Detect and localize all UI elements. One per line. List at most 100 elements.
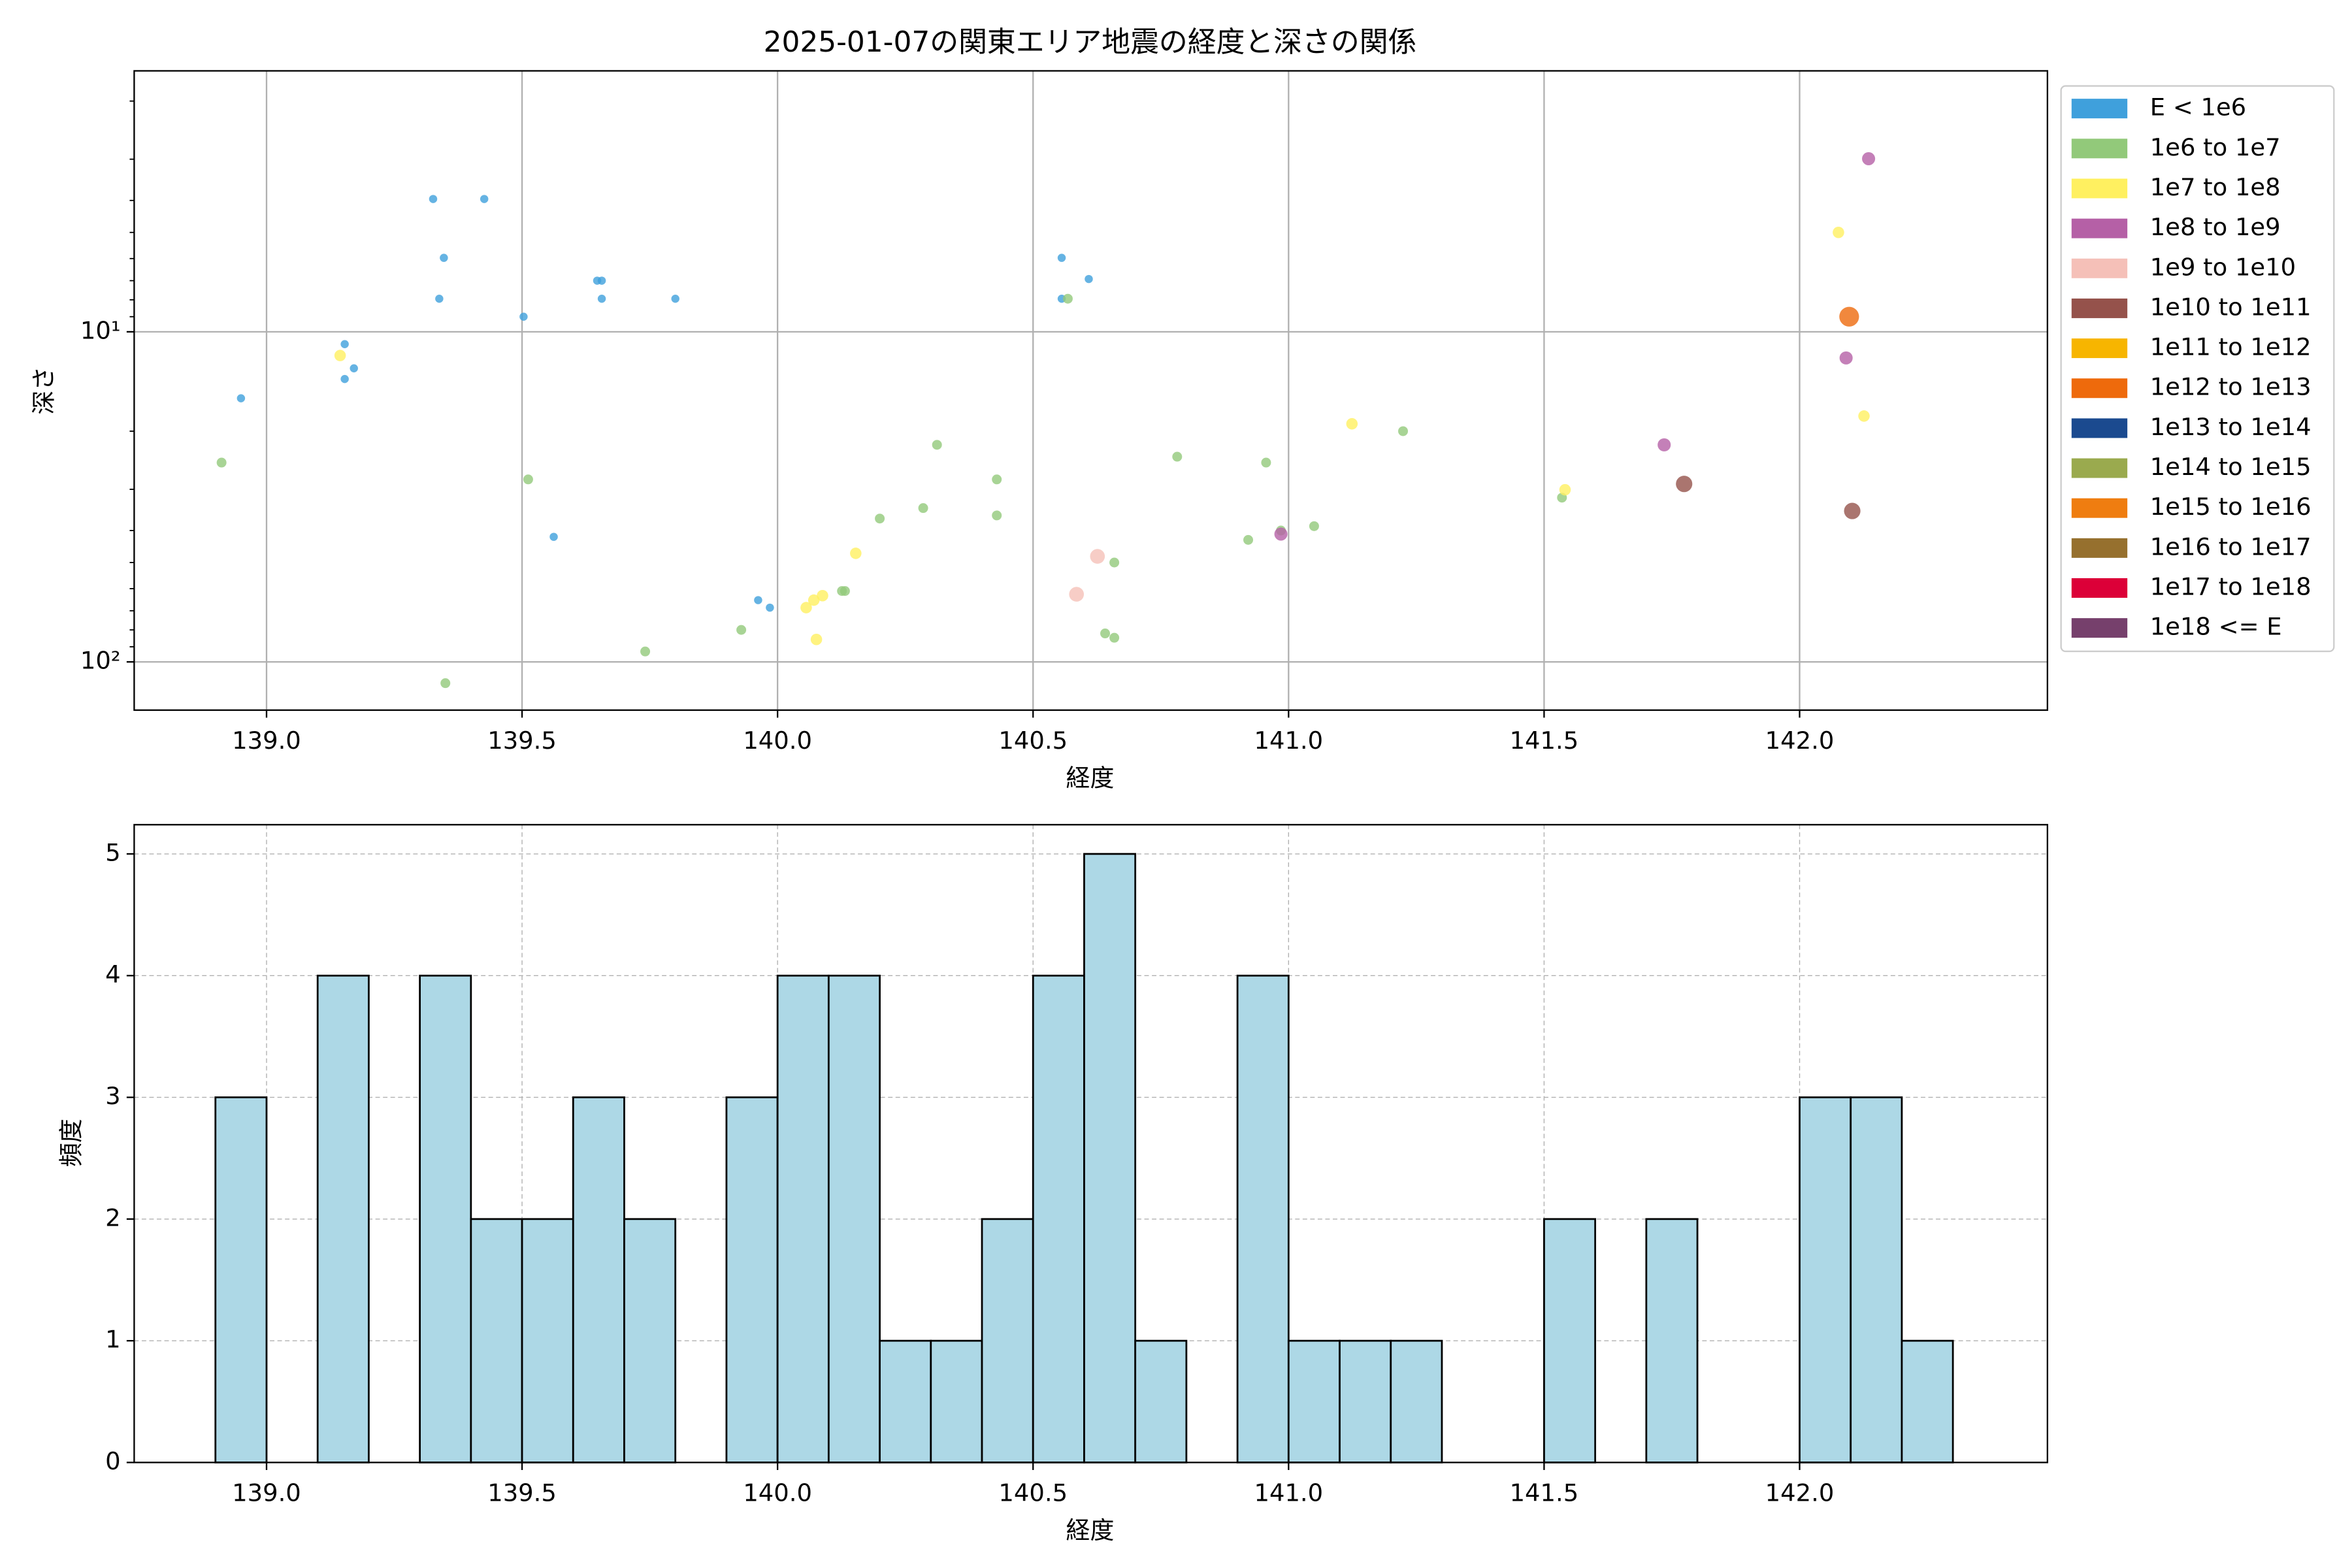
y-tick-label: 4 (105, 960, 120, 988)
legend-patch (2071, 298, 2128, 318)
x-tick-label: 139.5 (487, 727, 557, 755)
scatter-point (932, 440, 942, 450)
legend-patch (2071, 218, 2128, 238)
legend-patch (2071, 338, 2128, 359)
scatter-point (1243, 534, 1254, 545)
y-tick-label: 2 (105, 1203, 120, 1232)
histogram-bar (419, 974, 472, 1463)
scatter-point (736, 625, 747, 635)
scatter-point (340, 340, 349, 348)
scatter-point (549, 532, 558, 541)
scatter-point (918, 503, 928, 514)
histogram-bar (827, 974, 881, 1463)
scatter-point (340, 374, 349, 384)
legend-label: 1e8 to 1e9 (2150, 213, 2281, 241)
scatter-point (1109, 557, 1120, 568)
scatter-point (1100, 629, 1111, 639)
histogram-bar (1287, 1339, 1341, 1463)
x-tick-label: 142.0 (1765, 1478, 1835, 1507)
scatter-point (1862, 152, 1876, 165)
legend-label: 1e10 to 1e11 (2150, 293, 2311, 321)
scatter-point (840, 586, 850, 596)
scatter-point (1833, 226, 1844, 238)
legend-patch (2071, 378, 2128, 399)
scatter-point (1398, 426, 1409, 436)
histogram-bar (1390, 1339, 1443, 1463)
legend-label: E < 1e6 (2150, 93, 2246, 122)
scatter-point (671, 295, 679, 303)
legend-patch (2071, 578, 2128, 598)
x-tick-label: 141.5 (1510, 1478, 1579, 1507)
histogram-bar (214, 1096, 268, 1463)
scatter-point (1261, 457, 1271, 468)
legend-label: 1e7 to 1e8 (2150, 173, 2281, 201)
x-axis-label: 経度 (1066, 1516, 1115, 1544)
scatter-point (480, 195, 489, 203)
histogram-bar (521, 1218, 574, 1463)
legend-patch (2071, 458, 2128, 478)
x-axis-label: 経度 (1066, 764, 1115, 792)
legend-patch (2071, 258, 2128, 278)
y-tick-label: 10² (80, 647, 121, 675)
scatter-point (1109, 632, 1120, 643)
scatter-point (1057, 253, 1066, 262)
histogram-bar (776, 974, 830, 1463)
scatter-point (1559, 483, 1571, 496)
scatter-point (1658, 438, 1671, 451)
y-axis-label: 深さ (30, 367, 58, 415)
scatter-point (597, 276, 606, 285)
y-tick-label: 3 (105, 1082, 120, 1110)
scatter-point (817, 589, 828, 602)
scatter-point (1839, 351, 1853, 365)
histogram-bar (981, 1218, 1034, 1463)
histogram-bar (623, 1218, 677, 1463)
legend-patch (2071, 99, 2128, 119)
scatter-point (1172, 451, 1183, 462)
legend-label: 1e16 to 1e17 (2150, 532, 2311, 561)
legend-patch (2071, 139, 2128, 159)
scatter-point (1839, 306, 1859, 327)
scatter-point (1676, 476, 1693, 493)
histogram-bar (1236, 974, 1290, 1463)
histogram-bar (470, 1218, 523, 1463)
axes-frame (133, 824, 2048, 1463)
y-axis-label: 頻度 (57, 1119, 85, 1167)
x-tick-label: 140.5 (998, 1478, 1068, 1507)
scatter-point (808, 594, 820, 606)
legend-label: 1e11 to 1e12 (2150, 333, 2311, 361)
chart-title: 2025-01-07の関東エリア地震の経度と深さの関係 (764, 25, 1417, 59)
histogram-bar (572, 1096, 625, 1463)
histogram-bar (1032, 974, 1085, 1463)
histogram-bar (879, 1339, 932, 1463)
scatter-point (440, 253, 448, 262)
legend-label: 1e13 to 1e14 (2150, 413, 2311, 441)
legend-label: 1e15 to 1e16 (2150, 493, 2311, 521)
x-tick-label: 142.0 (1765, 727, 1835, 755)
legend-box (2060, 85, 2335, 653)
scatter-point (216, 457, 227, 468)
x-tick-label: 140.5 (998, 727, 1068, 755)
x-tick-label: 140.0 (743, 727, 812, 755)
scatter-point (1062, 293, 1073, 304)
histogram-bar (316, 974, 370, 1463)
legend-label: 1e17 to 1e18 (2150, 573, 2311, 601)
x-tick-label: 139.0 (232, 1478, 301, 1507)
scatter-point (1844, 502, 1861, 519)
histogram-bar (1645, 1218, 1699, 1463)
x-tick-label: 139.0 (232, 727, 301, 755)
histogram-bar (1901, 1339, 1954, 1463)
histogram-bar (1799, 1096, 1852, 1463)
legend-patch (2071, 178, 2128, 199)
scatter-point (334, 350, 346, 361)
scatter-point (766, 603, 774, 612)
scatter-point (992, 510, 1002, 521)
legend-patch (2071, 618, 2128, 638)
histogram-bar (1083, 853, 1137, 1463)
scatter-point (597, 295, 606, 303)
legend-patch (2071, 538, 2128, 558)
histogram-bar (1850, 1096, 1903, 1463)
scatter-point (440, 678, 451, 689)
legend-label: 1e14 to 1e15 (2150, 453, 2311, 481)
scatter-point (435, 295, 444, 303)
